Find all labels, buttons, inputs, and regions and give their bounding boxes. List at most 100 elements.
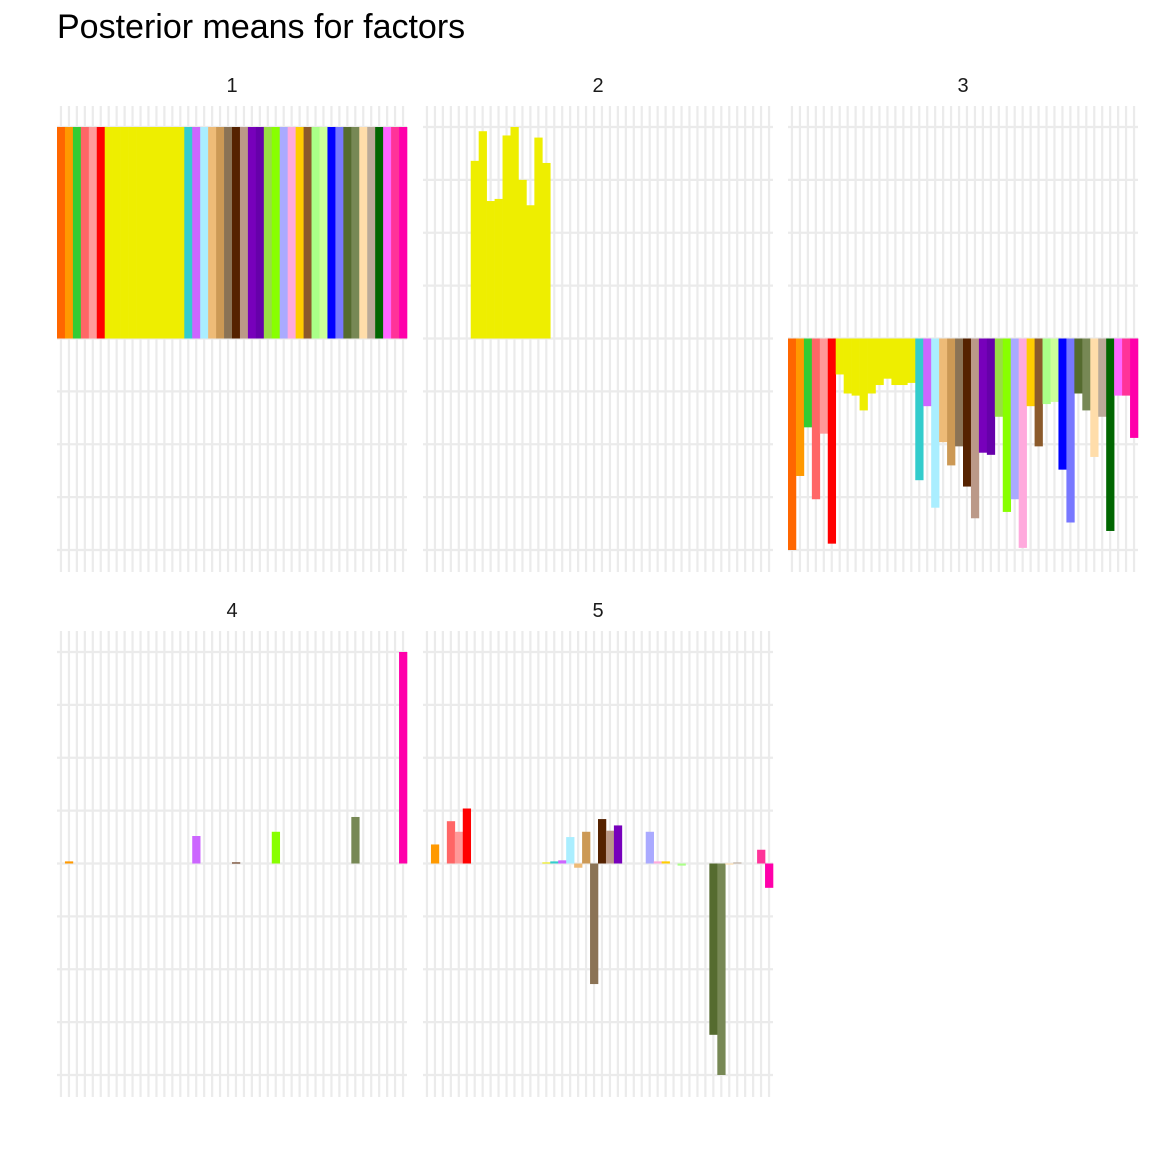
- bar: [216, 127, 225, 339]
- bar: [788, 338, 797, 550]
- bar: [590, 863, 599, 985]
- bar: [542, 162, 551, 339]
- bar: [303, 127, 312, 339]
- bar: [192, 836, 201, 864]
- bar: [1026, 338, 1035, 407]
- bar: [518, 179, 527, 339]
- facet-panel-5: 5: [423, 600, 774, 1097]
- bar: [375, 127, 384, 339]
- bar: [1002, 338, 1012, 512]
- bar: [653, 861, 662, 864]
- facet-label: 3: [957, 75, 968, 97]
- bar: [399, 127, 408, 339]
- bar: [574, 863, 583, 868]
- bar: [502, 135, 511, 339]
- bar: [1034, 338, 1043, 447]
- bar: [112, 127, 121, 339]
- facet-label: 5: [592, 600, 603, 622]
- bar: [899, 338, 908, 386]
- bar: [915, 338, 924, 481]
- facet-label: 2: [592, 75, 603, 97]
- bar: [1090, 338, 1099, 457]
- bar: [598, 819, 607, 864]
- bar: [64, 127, 74, 339]
- facet-panel-4: 4: [57, 600, 408, 1097]
- bar: [200, 127, 209, 339]
- bar: [891, 338, 900, 386]
- bar: [208, 127, 217, 339]
- bar: [757, 849, 766, 864]
- bar: [1042, 338, 1051, 405]
- bar: [462, 808, 472, 864]
- facet-panel-3: 3: [788, 75, 1139, 572]
- facet-panel-1: 1: [57, 75, 408, 572]
- bar: [351, 127, 360, 339]
- bar: [542, 862, 551, 864]
- bar: [907, 338, 916, 383]
- bar: [733, 862, 742, 864]
- bar: [168, 127, 177, 339]
- bar: [367, 127, 376, 339]
- bar: [383, 127, 392, 339]
- bar: [827, 338, 837, 544]
- bar: [803, 338, 813, 428]
- bar: [287, 127, 296, 339]
- bar: [144, 127, 153, 339]
- bar: [232, 127, 241, 339]
- bar: [1122, 338, 1131, 396]
- bar: [1082, 338, 1091, 411]
- bar: [883, 338, 892, 379]
- bar: [978, 338, 988, 453]
- chart-title: Posterior means for factors: [57, 8, 466, 46]
- bar: [526, 205, 535, 339]
- bar: [104, 127, 113, 339]
- bar: [717, 863, 726, 1075]
- bar: [391, 127, 400, 339]
- bar: [613, 825, 623, 864]
- bar: [192, 127, 201, 339]
- bar: [955, 338, 964, 447]
- bar: [795, 338, 805, 476]
- bar: [582, 831, 591, 864]
- bar: [470, 160, 479, 339]
- bar: [709, 863, 718, 1035]
- bar: [239, 127, 249, 339]
- bar: [327, 127, 336, 339]
- bar: [963, 338, 972, 487]
- bar: [494, 198, 503, 339]
- bar: [1074, 338, 1083, 394]
- bar: [994, 338, 1004, 417]
- bar: [57, 127, 66, 339]
- bar: [1130, 338, 1139, 438]
- bar: [677, 863, 686, 866]
- bar: [279, 127, 288, 339]
- bar: [120, 127, 129, 339]
- bar: [859, 338, 868, 411]
- bar: [558, 860, 567, 864]
- bar: [843, 338, 852, 394]
- facet-label: 4: [226, 600, 237, 622]
- bar: [72, 127, 82, 339]
- bar: [271, 831, 281, 864]
- bar: [986, 338, 996, 455]
- bar: [128, 127, 137, 339]
- bar: [605, 830, 615, 864]
- bar: [311, 127, 320, 339]
- bar: [343, 127, 352, 339]
- bar: [359, 127, 368, 339]
- bar: [835, 338, 844, 375]
- bar: [510, 127, 519, 339]
- bar: [1114, 338, 1123, 396]
- bar: [1106, 338, 1115, 531]
- bar: [566, 837, 575, 864]
- bar: [931, 338, 940, 508]
- bar: [247, 127, 257, 339]
- bar: [1066, 338, 1075, 523]
- bar: [661, 861, 670, 864]
- bar: [224, 127, 233, 339]
- bar: [64, 861, 74, 864]
- bar: [295, 127, 304, 339]
- bar: [851, 338, 860, 396]
- bar: [645, 831, 654, 864]
